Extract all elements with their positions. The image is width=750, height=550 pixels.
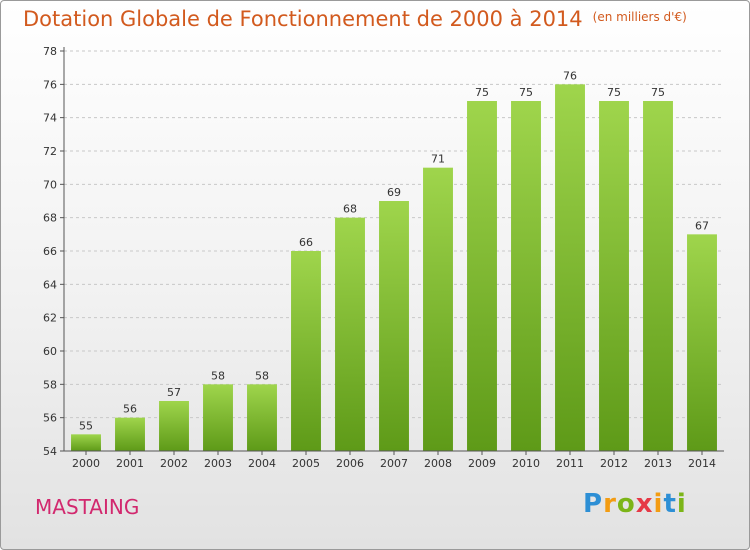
y-tick-label: 66 [43,245,57,258]
logo-letter: i [676,489,687,519]
y-tick-label: 70 [43,178,57,191]
bar-value-label: 58 [255,369,269,382]
y-tick-label: 68 [43,212,57,225]
x-tick-label: 2009 [468,457,496,470]
bar-value-label: 58 [211,369,225,382]
bar-value-label: 76 [563,69,577,82]
bar-value-label: 75 [651,86,665,99]
bar-value-label: 66 [299,236,313,249]
commune-name: MASTAING [35,495,140,519]
y-tick-label: 54 [43,445,57,458]
x-tick-label: 2008 [424,457,452,470]
chart-title: Dotation Globale de Fonctionnement de 20… [23,7,687,31]
bar-value-label: 57 [167,386,181,399]
bar-value-label: 56 [123,403,137,416]
bar [423,167,453,451]
bar [599,101,629,451]
y-tick-label: 58 [43,378,57,391]
bar [511,101,541,451]
x-tick-label: 2001 [116,457,144,470]
bar [159,401,189,451]
x-tick-label: 2005 [292,457,320,470]
bar [115,417,145,451]
bar-value-label: 67 [695,219,709,232]
title-text: Dotation Globale de Fonctionnement de 20… [23,7,583,31]
proxiti-logo: Proxiti [583,489,687,519]
y-tick-label: 60 [43,345,57,358]
logo-letter: i [653,489,664,519]
x-tick-label: 2003 [204,457,232,470]
bar [467,101,497,451]
logo-letter: r [603,489,617,519]
bar [71,434,101,451]
bar [247,384,277,451]
bar [687,234,717,451]
x-tick-label: 2004 [248,457,276,470]
x-tick-label: 2007 [380,457,408,470]
bar-value-label: 69 [387,186,401,199]
bar [335,217,365,451]
x-tick-label: 2013 [644,457,672,470]
y-tick-label: 74 [43,112,57,125]
logo-letter: x [635,489,654,519]
bar-value-label: 75 [519,86,533,99]
x-tick-label: 2006 [336,457,364,470]
bar [379,201,409,451]
y-tick-label: 72 [43,145,57,158]
x-tick-label: 2014 [688,457,716,470]
x-tick-label: 2011 [556,457,584,470]
bar [291,251,321,451]
bar-value-label: 71 [431,153,445,166]
y-tick-label: 64 [43,278,57,291]
y-tick-label: 62 [43,312,57,325]
bar-value-label: 75 [607,86,621,99]
bar-value-label: 68 [343,203,357,216]
x-tick-label: 2012 [600,457,628,470]
y-tick-label: 76 [43,78,57,91]
title-unit: (en milliers d'€) [592,10,687,24]
x-tick-label: 2010 [512,457,540,470]
bar-value-label: 55 [79,419,93,432]
y-tick-label: 78 [43,45,57,58]
x-tick-label: 2002 [160,457,188,470]
bar [555,84,585,451]
y-tick-label: 56 [43,412,57,425]
logo-letter: P [583,489,604,519]
bar-value-label: 75 [475,86,489,99]
bar [203,384,233,451]
logo-letter: t [663,489,677,519]
bar [643,101,673,451]
x-tick-label: 2000 [72,457,100,470]
logo-letter: o [616,489,636,519]
